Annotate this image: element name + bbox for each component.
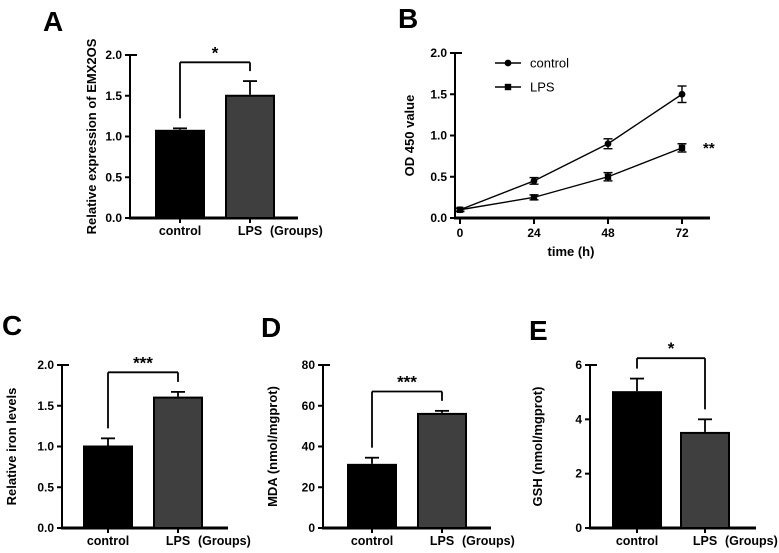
panel-b-label: B [398,3,419,34]
svg-text:1.0: 1.0 [37,440,54,454]
svg-text:1.0: 1.0 [430,129,447,143]
svg-text:control: control [87,534,129,548]
svg-text:2: 2 [575,467,582,481]
panel-b-chart: 0.0 0.5 1.0 1.5 2.0 0 24 48 72 time (h) OD 450 val… [402,46,715,259]
panel-d-label: D [261,312,282,343]
panel-e-label: E [529,315,548,346]
panel-a-chart: 0.0 0.5 1.0 1.5 2.0 Relative expression of EM… [84,38,323,238]
svg-text:Relative iron levels: Relative iron levels [4,388,19,506]
svg-text:time (h): time (h) [548,244,595,259]
panel-d-chart: 0 20 40 60 80 MDA (nmol/mgprot) control LPS (Gro… [265,358,515,548]
svg-text:*: * [668,339,675,358]
svg-text:0: 0 [457,226,464,240]
svg-text:*: * [212,43,219,62]
svg-text:0: 0 [575,521,582,535]
svg-text:2.0: 2.0 [430,46,447,60]
panel-e-chart: 0 2 4 6 GSH (nmol/mgprot) control LPS (Groups) * [530,339,778,548]
svg-text:***: *** [133,353,153,372]
svg-text:OD 450 value: OD 450 value [402,95,417,177]
svg-text:72: 72 [675,226,689,240]
svg-text:48: 48 [601,226,615,240]
svg-text:LPS: LPS [166,534,190,548]
panel-a-label: A [43,6,64,37]
svg-text:6: 6 [575,358,582,372]
svg-text:control: control [159,224,201,238]
svg-text:40: 40 [302,440,316,454]
svg-text:1.5: 1.5 [105,89,122,103]
svg-text:***: *** [397,372,417,391]
svg-text:0: 0 [308,521,315,535]
panel-c-label: C [2,310,23,341]
panel-c-chart: 0.0 0.5 1.0 1.5 2.0 Relative iron levels contr… [4,353,251,548]
svg-text:control: control [351,534,393,548]
svg-text:MDA (nmol/mgprot): MDA (nmol/mgprot) [265,386,280,507]
svg-text:LPS: LPS [430,534,454,548]
svg-text:Relative expression of EMX2OS: Relative expression of EMX2OS [84,38,99,234]
svg-text:2.0: 2.0 [105,48,122,62]
svg-text:4: 4 [575,412,582,426]
svg-text:LPS: LPS [530,80,555,95]
svg-text:control: control [616,534,658,548]
svg-text:(Groups): (Groups) [270,224,323,238]
svg-text:0.0: 0.0 [430,211,447,225]
svg-text:(Groups): (Groups) [462,534,515,548]
svg-text:LPS: LPS [693,534,717,548]
svg-text:24: 24 [527,226,541,240]
svg-text:80: 80 [302,358,316,372]
svg-text:LPS: LPS [238,224,262,238]
svg-text:60: 60 [302,399,316,413]
svg-text:control: control [530,56,569,71]
svg-text:**: ** [703,140,715,157]
svg-text:1.5: 1.5 [430,87,447,101]
svg-text:GSH (nmol/mgprot): GSH (nmol/mgprot) [530,387,545,507]
svg-text:0.5: 0.5 [105,170,122,184]
svg-text:20: 20 [302,480,316,494]
svg-text:2.0: 2.0 [37,358,54,372]
svg-text:0.0: 0.0 [105,211,122,225]
svg-text:(Groups): (Groups) [198,534,251,548]
svg-text:0.5: 0.5 [37,480,54,494]
svg-text:1.5: 1.5 [37,399,54,413]
svg-text:(Groups): (Groups) [725,534,778,548]
svg-text:0.0: 0.0 [37,521,54,535]
svg-text:1.0: 1.0 [105,130,122,144]
svg-text:0.5: 0.5 [430,170,447,184]
